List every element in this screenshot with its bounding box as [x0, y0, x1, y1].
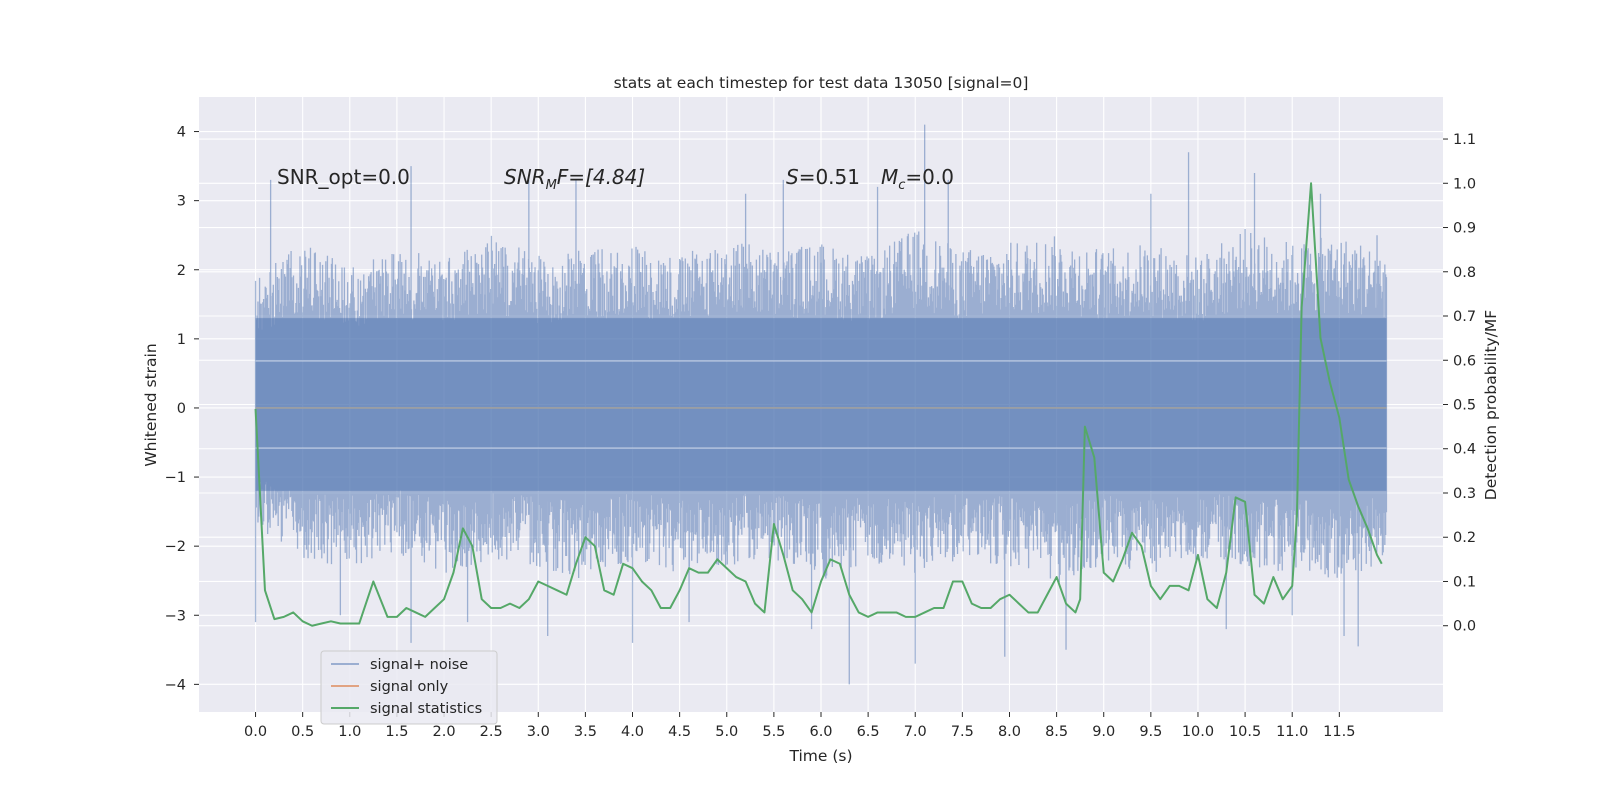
y-tick-label: 4 [177, 125, 186, 141]
x-tick-label: 3.0 [527, 724, 550, 740]
annotation-mc: Mc=0.0 [881, 165, 954, 193]
x-tick-label: 7.0 [904, 724, 927, 740]
y2-tick-label: 0.6 [1453, 353, 1476, 369]
y2-tick-label: 0.7 [1453, 309, 1476, 325]
y-axis-left-label: Whitened strain [142, 343, 160, 466]
y-axis-right-label: Detection probability/MF [1482, 310, 1500, 501]
y-tick-label: 1 [177, 332, 186, 348]
legend-label-signal-noise: signal+ noise [370, 657, 468, 673]
x-tick-label: 2.0 [432, 724, 455, 740]
y-tick-label: −3 [165, 608, 186, 624]
x-tick-label: 8.0 [998, 724, 1021, 740]
annotation-s-stat: S=0.51 [786, 165, 860, 189]
legend: signal+ noise signal only signal statist… [320, 650, 498, 725]
y-tick-label: −4 [165, 677, 186, 693]
x-axis-ticks: 0.0 0.5 1.0 1.5 2.0 2.5 3.0 3.5 4.0 4.5 5.0 5.5 6.0 6… [244, 712, 1355, 740]
y-axis-right-ticks: 0.0 0.1 0.2 0.3 0.4 0.5 0.6 0.7 0.8 0.9 1.0 1.1 [1443, 132, 1476, 635]
y-tick-label: −2 [165, 539, 186, 555]
x-tick-label: 0.0 [244, 724, 267, 740]
x-tick-label: 0.5 [291, 724, 314, 740]
x-tick-label: 6.0 [809, 724, 832, 740]
x-tick-label: 11.5 [1323, 724, 1355, 740]
x-tick-label: 4.5 [668, 724, 691, 740]
legend-label-signal-statistics: signal statistics [370, 701, 482, 717]
y2-tick-label: 0.4 [1453, 442, 1476, 458]
x-tick-label: 9.0 [1092, 724, 1115, 740]
noise-strokes [254, 124, 1388, 685]
y2-tick-label: 0.9 [1453, 221, 1476, 237]
y-axis-left-ticks: −4 −3 −2 −1 0 1 2 3 4 [165, 125, 199, 693]
y2-tick-label: 1.1 [1453, 132, 1476, 148]
chart-title: stats at each timestep for test data 130… [614, 74, 1029, 92]
y2-tick-label: 0.3 [1453, 486, 1476, 502]
x-tick-label: 10.0 [1182, 724, 1214, 740]
x-tick-label: 5.0 [715, 724, 738, 740]
x-tick-label: 6.5 [857, 724, 880, 740]
x-tick-label: 7.5 [951, 724, 974, 740]
y2-tick-label: 0.1 [1453, 574, 1476, 590]
x-tick-label: 1.0 [338, 724, 361, 740]
y-tick-label: 2 [177, 263, 186, 279]
x-tick-label: 1.5 [385, 724, 408, 740]
y2-tick-label: 0.2 [1453, 530, 1476, 546]
y-tick-label: −1 [165, 470, 186, 486]
x-tick-label: 3.5 [574, 724, 597, 740]
y-tick-label: 0 [177, 401, 186, 417]
x-tick-label: 2.5 [480, 724, 503, 740]
y2-tick-label: 0.8 [1453, 265, 1476, 281]
y-tick-label: 3 [177, 194, 186, 210]
legend-label-signal-only: signal only [370, 679, 449, 695]
y2-tick-label: 1.0 [1453, 176, 1476, 192]
annotation-snr-opt: SNR_opt=0.0 [277, 165, 410, 189]
signal-statistics-line [254, 182, 1383, 627]
y2-tick-label: 0.5 [1453, 398, 1476, 414]
annotation-snr-mf: SNRMF=[4.84] [504, 165, 645, 193]
x-tick-label: 4.0 [621, 724, 644, 740]
x-tick-label: 11.0 [1276, 724, 1308, 740]
x-axis-label: Time (s) [788, 747, 852, 765]
legend-box [320, 650, 498, 725]
y2-tick-label: 0.0 [1453, 619, 1476, 635]
series-signal-statistics [254, 182, 1383, 627]
x-tick-label: 10.5 [1229, 724, 1261, 740]
x-tick-label: 5.5 [762, 724, 785, 740]
series-signal-noise [254, 124, 1388, 685]
x-tick-label: 9.5 [1139, 724, 1162, 740]
x-tick-label: 8.5 [1045, 724, 1068, 740]
